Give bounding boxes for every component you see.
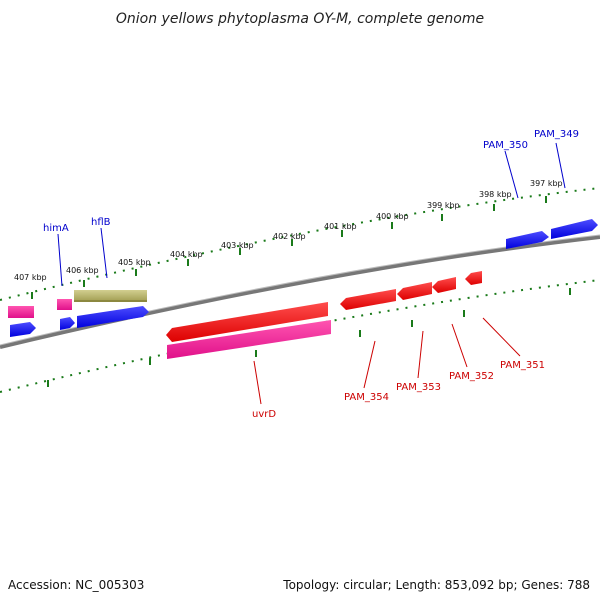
- gene-label-hflb: hflB: [91, 217, 111, 228]
- gene-pam-350[interactable]: [506, 231, 549, 249]
- gene-rna-left[interactable]: [8, 306, 34, 318]
- tick-label-399: 399 kbp: [427, 201, 460, 210]
- major-ticks-top: [31, 196, 547, 299]
- gene-label-pam-351: PAM_351: [500, 360, 545, 371]
- gene-hima[interactable]: [60, 317, 75, 330]
- gene-label-pam-350: PAM_350: [483, 140, 528, 151]
- gene-pam-351[interactable]: [465, 271, 482, 285]
- gene-label-hima: himA: [43, 223, 69, 234]
- gene-rna-hima[interactable]: [57, 299, 72, 310]
- map-title: Onion yellows phytoplasma OY-M, complete…: [116, 11, 484, 27]
- accession-text: Accession: NC_005303: [8, 578, 145, 592]
- tick-label-405: 405 kbp: [118, 258, 151, 267]
- gene-other-hflb-region-shade: [74, 300, 147, 302]
- leader-lines-top: [57, 142, 566, 287]
- gene-label-uvrd: uvrD: [252, 409, 276, 420]
- tick-label-403: 403 kbp: [221, 241, 254, 250]
- major-ticks-bottom: [47, 288, 571, 387]
- gene-label-pam-349: PAM_349: [534, 129, 579, 140]
- tick-label-398: 398 kbp: [479, 190, 512, 199]
- gene-label-pam-354: PAM_354: [344, 392, 389, 403]
- tick-label-400: 400 kbp: [376, 212, 409, 221]
- gene-left-forward[interactable]: [10, 322, 36, 337]
- gene-hflb[interactable]: [77, 306, 149, 328]
- gene-other-hflb-region[interactable]: [74, 290, 147, 300]
- genome-backbone: [0, 235, 600, 349]
- leader-lines-bottom: [253, 317, 521, 405]
- gene-pam-354[interactable]: [340, 289, 396, 310]
- tick-label-406: 406 kbp: [66, 266, 99, 275]
- tick-label-407: 407 kbp: [14, 273, 47, 282]
- gene-pam-352[interactable]: [432, 277, 456, 293]
- tick-label-402: 402 kbp: [273, 232, 306, 241]
- tick-label-397: 397 kbp: [530, 179, 563, 188]
- tick-label-404: 404 kbp: [170, 250, 203, 259]
- genome-summary-text: Topology: circular; Length: 853,092 bp; …: [283, 578, 590, 592]
- tick-label-401: 401 kbp: [324, 222, 357, 231]
- gene-label-pam-352: PAM_352: [449, 371, 494, 382]
- gene-uvrd[interactable]: [166, 302, 328, 342]
- gene-label-pam-353: PAM_353: [396, 382, 441, 393]
- gene-rna-uvrd[interactable]: [167, 320, 331, 359]
- gene-pam-353[interactable]: [397, 282, 432, 300]
- gene-pam-349[interactable]: [551, 219, 598, 239]
